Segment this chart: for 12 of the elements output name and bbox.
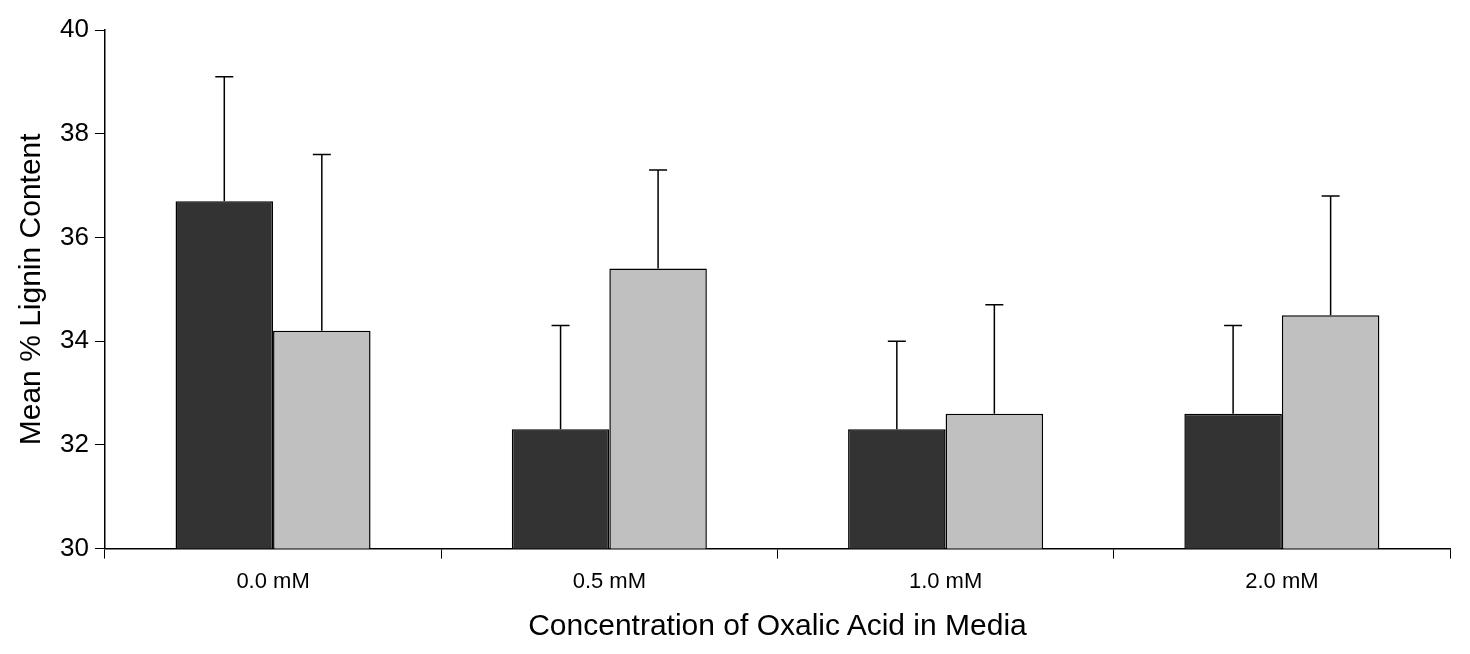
y-tick-label: 32 — [60, 428, 89, 459]
x-tick-label: 0.5 mM — [572, 567, 646, 593]
x-axis-title: Concentration of Oxalic Acid in Media — [528, 608, 1028, 642]
y-tick-label: 30 — [60, 531, 89, 562]
x-tick-label: 1.0 mM — [908, 567, 983, 593]
y-tick-label: 38 — [60, 116, 89, 147]
y-axis-title: Mean % Lignin Content — [13, 132, 47, 446]
x-tick-label: 2.0 mM — [1245, 567, 1319, 593]
y-tick-label: 36 — [60, 220, 89, 251]
y-tick-label: 34 — [60, 324, 89, 355]
x-tick-label: 0.0 mM — [236, 567, 310, 593]
y-tick-label: 40 — [60, 13, 89, 44]
